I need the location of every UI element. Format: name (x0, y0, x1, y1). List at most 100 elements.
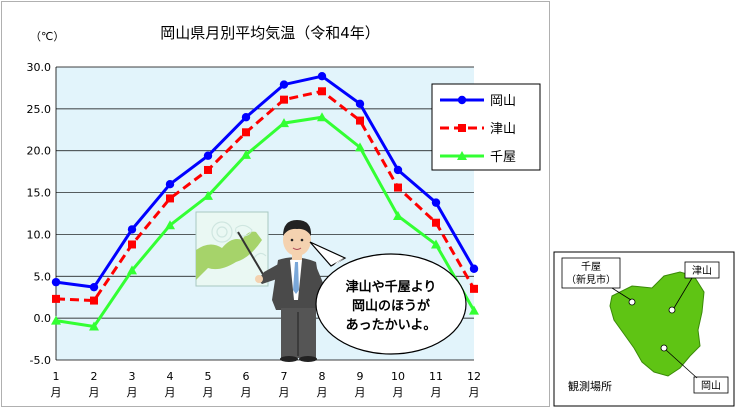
x-tick-label: 6 (243, 370, 250, 383)
y-tick-label: 0.0 (34, 312, 52, 325)
presenter-illustration (237, 220, 326, 362)
x-tick-label: 4 (167, 370, 174, 383)
y-tick-labels: 30.0 25.0 20.0 15.0 10.0 5.0 0.0 -5.0 (27, 61, 52, 367)
data-point (128, 240, 136, 249)
x-tick-suffix: 月 (355, 386, 366, 399)
map-label-chiya: 千屋 (581, 261, 601, 273)
x-tick-label: 10 (391, 370, 405, 383)
x-tick-label: 1 (53, 370, 60, 383)
speech-line-1: 津山や千屋より (346, 279, 437, 295)
data-point (431, 239, 441, 249)
x-tick-label: 2 (91, 370, 98, 383)
data-point (89, 321, 99, 331)
data-point (165, 220, 175, 230)
data-point (166, 194, 174, 203)
x-tick-suffix: 月 (165, 386, 176, 399)
series-group (51, 72, 479, 331)
x-tick-suffix: 月 (241, 386, 252, 399)
map-label-tsuyama: 津山 (692, 265, 712, 277)
weather-map-board (195, 211, 269, 287)
data-point (393, 211, 403, 221)
x-tick-labels: 1 月 2 月 3 月 4 月 5 月 6 月 7 月 8 月 9 月 10 月 11 月 12 月 (51, 370, 482, 399)
y-tick-label: -5.0 (30, 354, 51, 367)
x-tick-suffix: 月 (127, 386, 138, 399)
x-tick-label: 8 (319, 370, 326, 383)
speech-line-3: あったかいよ。 (346, 318, 437, 333)
x-tick-label: 9 (357, 370, 364, 383)
data-point (394, 183, 402, 192)
y-axis-unit: （℃） (30, 30, 64, 43)
data-point (393, 165, 403, 175)
data-point (89, 282, 99, 292)
x-tick-label: 12 (467, 370, 481, 383)
data-point (432, 218, 440, 227)
data-point (470, 284, 478, 293)
series-triangle (51, 112, 479, 331)
data-point (280, 95, 288, 104)
x-tick-suffix: 月 (51, 386, 62, 399)
legend-swatch-marker (457, 95, 467, 105)
x-tick-suffix: 月 (89, 386, 100, 399)
data-point (127, 265, 137, 275)
data-point (431, 198, 441, 207)
series-circle (51, 72, 479, 292)
chiya-dot (628, 298, 636, 306)
series-line (55, 115, 476, 329)
data-point (165, 180, 175, 189)
x-tick-suffix: 月 (317, 386, 328, 399)
data-point (241, 113, 251, 122)
x-tick-suffix: 月 (279, 386, 290, 399)
y-tick-label: 15.0 (27, 187, 52, 200)
data-point (203, 151, 213, 160)
data-point (242, 128, 250, 137)
x-tick-label: 3 (129, 370, 136, 383)
speech-bubble: 津山や千屋より 岡山のほうが あったかいよ。 (309, 241, 467, 355)
legend-label: 千屋 (490, 150, 516, 165)
series-square (52, 87, 478, 305)
x-tick-suffix: 月 (393, 386, 404, 399)
y-tick-label: 20.0 (27, 145, 52, 158)
y-tick-label: 10.0 (27, 228, 52, 241)
okayama-prefecture-shape (609, 271, 705, 377)
y-tick-label: 25.0 (27, 103, 52, 116)
data-point (127, 225, 137, 234)
data-point (355, 99, 365, 109)
speech-line-2: 岡山のほうが (352, 298, 430, 314)
map-label-okayama: 岡山 (701, 380, 721, 392)
x-tick-label: 7 (281, 370, 288, 383)
data-point (241, 149, 251, 159)
y-tick-label: 5.0 (34, 270, 52, 283)
legend-label: 岡山 (490, 94, 516, 109)
series-line (55, 74, 476, 289)
data-point (356, 116, 364, 125)
legend-swatch-marker (457, 151, 467, 160)
data-point (317, 112, 327, 122)
legend-swatch-marker (458, 124, 466, 132)
x-tick-suffix: 月 (469, 386, 480, 399)
map-caption: 観測場所 (568, 379, 612, 393)
legend-label: 津山 (490, 122, 516, 137)
data-point (318, 87, 326, 96)
x-tick-suffix: 月 (431, 386, 442, 399)
data-point (469, 264, 479, 273)
data-point (52, 294, 60, 303)
data-point (51, 315, 61, 325)
location-map: 千屋 （新見市） 津山 岡山 観測場所 (553, 251, 735, 407)
data-point (51, 277, 61, 287)
data-point (279, 80, 289, 89)
data-point (317, 72, 327, 81)
x-tick-label: 11 (429, 370, 443, 383)
x-tick-label: 5 (205, 370, 212, 383)
data-point (204, 165, 212, 174)
okayama-dot (660, 344, 668, 352)
data-point (469, 305, 479, 315)
data-point (90, 296, 98, 305)
data-point (279, 118, 289, 128)
chart-title: 岡山県月別平均気温（令和4年） (160, 24, 380, 42)
tsuyama-dot (668, 306, 676, 314)
map-label-chiya-city: （新見市） (566, 273, 616, 286)
data-point (203, 190, 213, 200)
x-tick-suffix: 月 (203, 386, 214, 399)
